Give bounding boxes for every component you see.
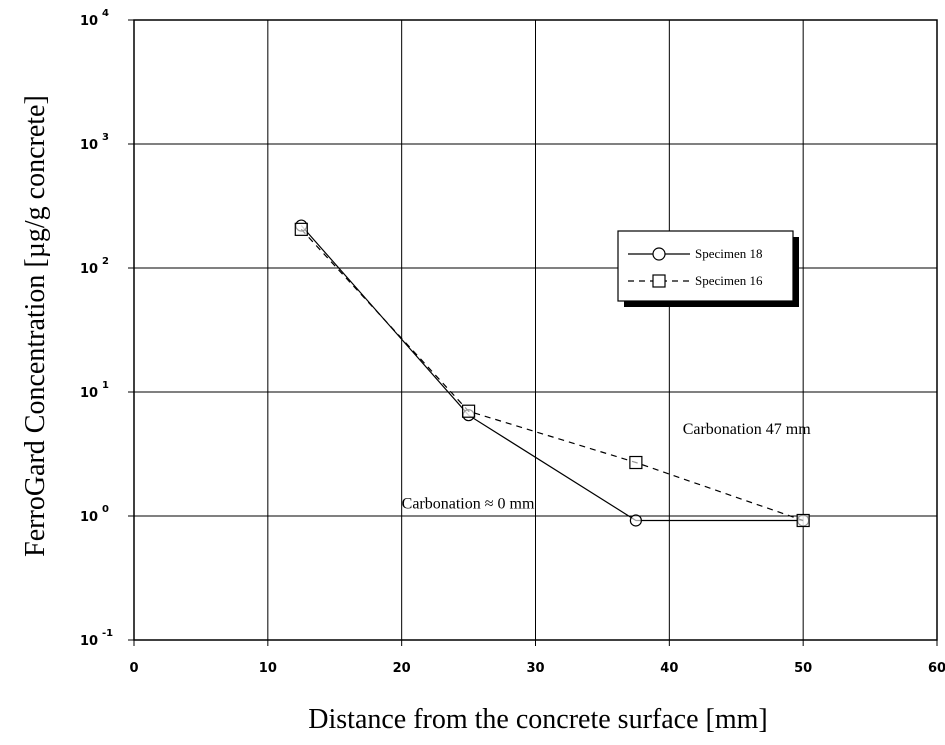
grid-lines (128, 19, 938, 646)
annotations: Carbonation 47 mm Carbonation ≈ 0 mm (402, 421, 812, 513)
x-tick-label: 60 (928, 661, 945, 676)
x-tick-label: 0 (129, 661, 138, 676)
y-tick-exponent: 1 (102, 380, 109, 391)
annotation-label: Carbonation 47 mm (683, 421, 812, 438)
series-layer (294, 219, 810, 528)
y-tick-base: 10 (80, 14, 98, 29)
annotation-label: Carbonation ≈ 0 mm (402, 495, 535, 512)
y-tick-base: 10 (80, 262, 98, 277)
series-1-point (461, 404, 476, 418)
y-tick-base: 10 (80, 138, 98, 153)
x-tick-label: 40 (660, 661, 678, 676)
series-1-point (796, 513, 810, 528)
y-tick-exponent: 4 (102, 8, 109, 19)
legend-label-specimen-16: Specimen 16 (695, 273, 763, 288)
x-tick-label: 10 (259, 661, 277, 676)
y-tick-exponent: 3 (102, 132, 109, 143)
plot-frame (133, 19, 938, 641)
series-1-point (629, 455, 643, 470)
legend-box (617, 230, 794, 302)
series-line-1 (300, 228, 804, 522)
y-tick-exponent: 0 (102, 504, 109, 515)
series-1-point (294, 222, 308, 236)
legend-marker-specimen-18 (652, 247, 666, 261)
y-tick-base: 10 (80, 634, 98, 649)
x-tick-label: 20 (393, 661, 411, 676)
y-tick-base: 10 (80, 386, 98, 401)
y-tick-base: 10 (80, 510, 98, 525)
x-axis-title: Distance from the concrete surface [mm] (308, 704, 767, 735)
x-tick-labels: 0 10 20 30 40 50 60 (129, 661, 945, 676)
y-tick-exponent: -1 (102, 628, 113, 639)
x-tick-label: 50 (794, 661, 812, 676)
x-tick-label: 30 (526, 661, 544, 676)
y-tick-exponent: 2 (102, 256, 109, 267)
y-tick-labels: 10 4 10 3 10 2 10 1 10 0 10 -1 (80, 8, 113, 649)
legend: Specimen 18 Specimen 16 (617, 230, 799, 307)
legend-label-specimen-18: Specimen 18 (695, 246, 763, 261)
series-0-point (629, 514, 642, 527)
y-axis-title: FerroGard Concentration [µg/g concrete] (20, 95, 51, 557)
legend-marker-specimen-16 (652, 274, 666, 288)
